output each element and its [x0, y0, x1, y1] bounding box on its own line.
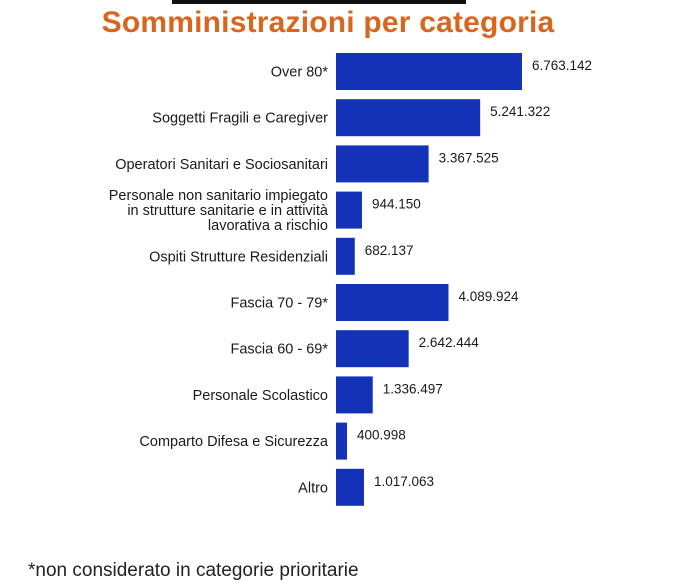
bar-0 [336, 53, 522, 90]
value-label-1: 5.241.322 [490, 104, 550, 119]
category-label-9: Altro [298, 480, 328, 496]
category-label-3: Personale non sanitario impiegato in stru… [109, 188, 329, 234]
category-label-5: Fascia 70 - 79* [230, 296, 328, 312]
bar-chart: 6.763.142 Over 80* 5.241.322 Soggetti Fragi… [109, 53, 592, 506]
value-label-0: 6.763.142 [532, 58, 592, 73]
value-label-9: 1.017.063 [374, 474, 434, 489]
category-label-1: Soggetti Fragili e Caregiver [152, 111, 328, 127]
top-dark-bar [172, 0, 466, 4]
bar-3 [336, 191, 362, 229]
value-label-6: 2.642.444 [419, 335, 480, 350]
value-label-8: 400.998 [357, 428, 406, 443]
category-label-2: Operatori Sanitari e Sociosanitari [115, 157, 328, 173]
value-label-4: 682.137 [365, 243, 414, 258]
bar-6 [336, 330, 409, 368]
category-label-4: Ospiti Strutture Residenziali [149, 249, 328, 265]
value-label-7: 1.336.497 [383, 381, 443, 396]
value-label-3: 944.150 [372, 197, 421, 212]
footnote: *non considerato in categorie prioritari… [28, 560, 359, 581]
chart-title: Somministrazioni per categoria [101, 6, 555, 39]
bar-4 [336, 237, 355, 275]
category-label-8: Comparto Difesa e Sicurezza [139, 434, 329, 450]
bar-9 [336, 468, 364, 506]
bar-2 [336, 145, 429, 183]
value-label-2: 3.367.525 [439, 150, 499, 165]
category-label-6: Fascia 60 - 69* [230, 342, 328, 358]
bar-1 [336, 99, 481, 137]
bar-7 [336, 376, 373, 414]
category-label-7: Personale Scolastico [193, 388, 328, 404]
category-label-0: Over 80* [271, 65, 329, 81]
bar-5 [336, 284, 449, 321]
value-label-5: 4.089.924 [458, 289, 519, 304]
bar-8 [336, 422, 348, 460]
